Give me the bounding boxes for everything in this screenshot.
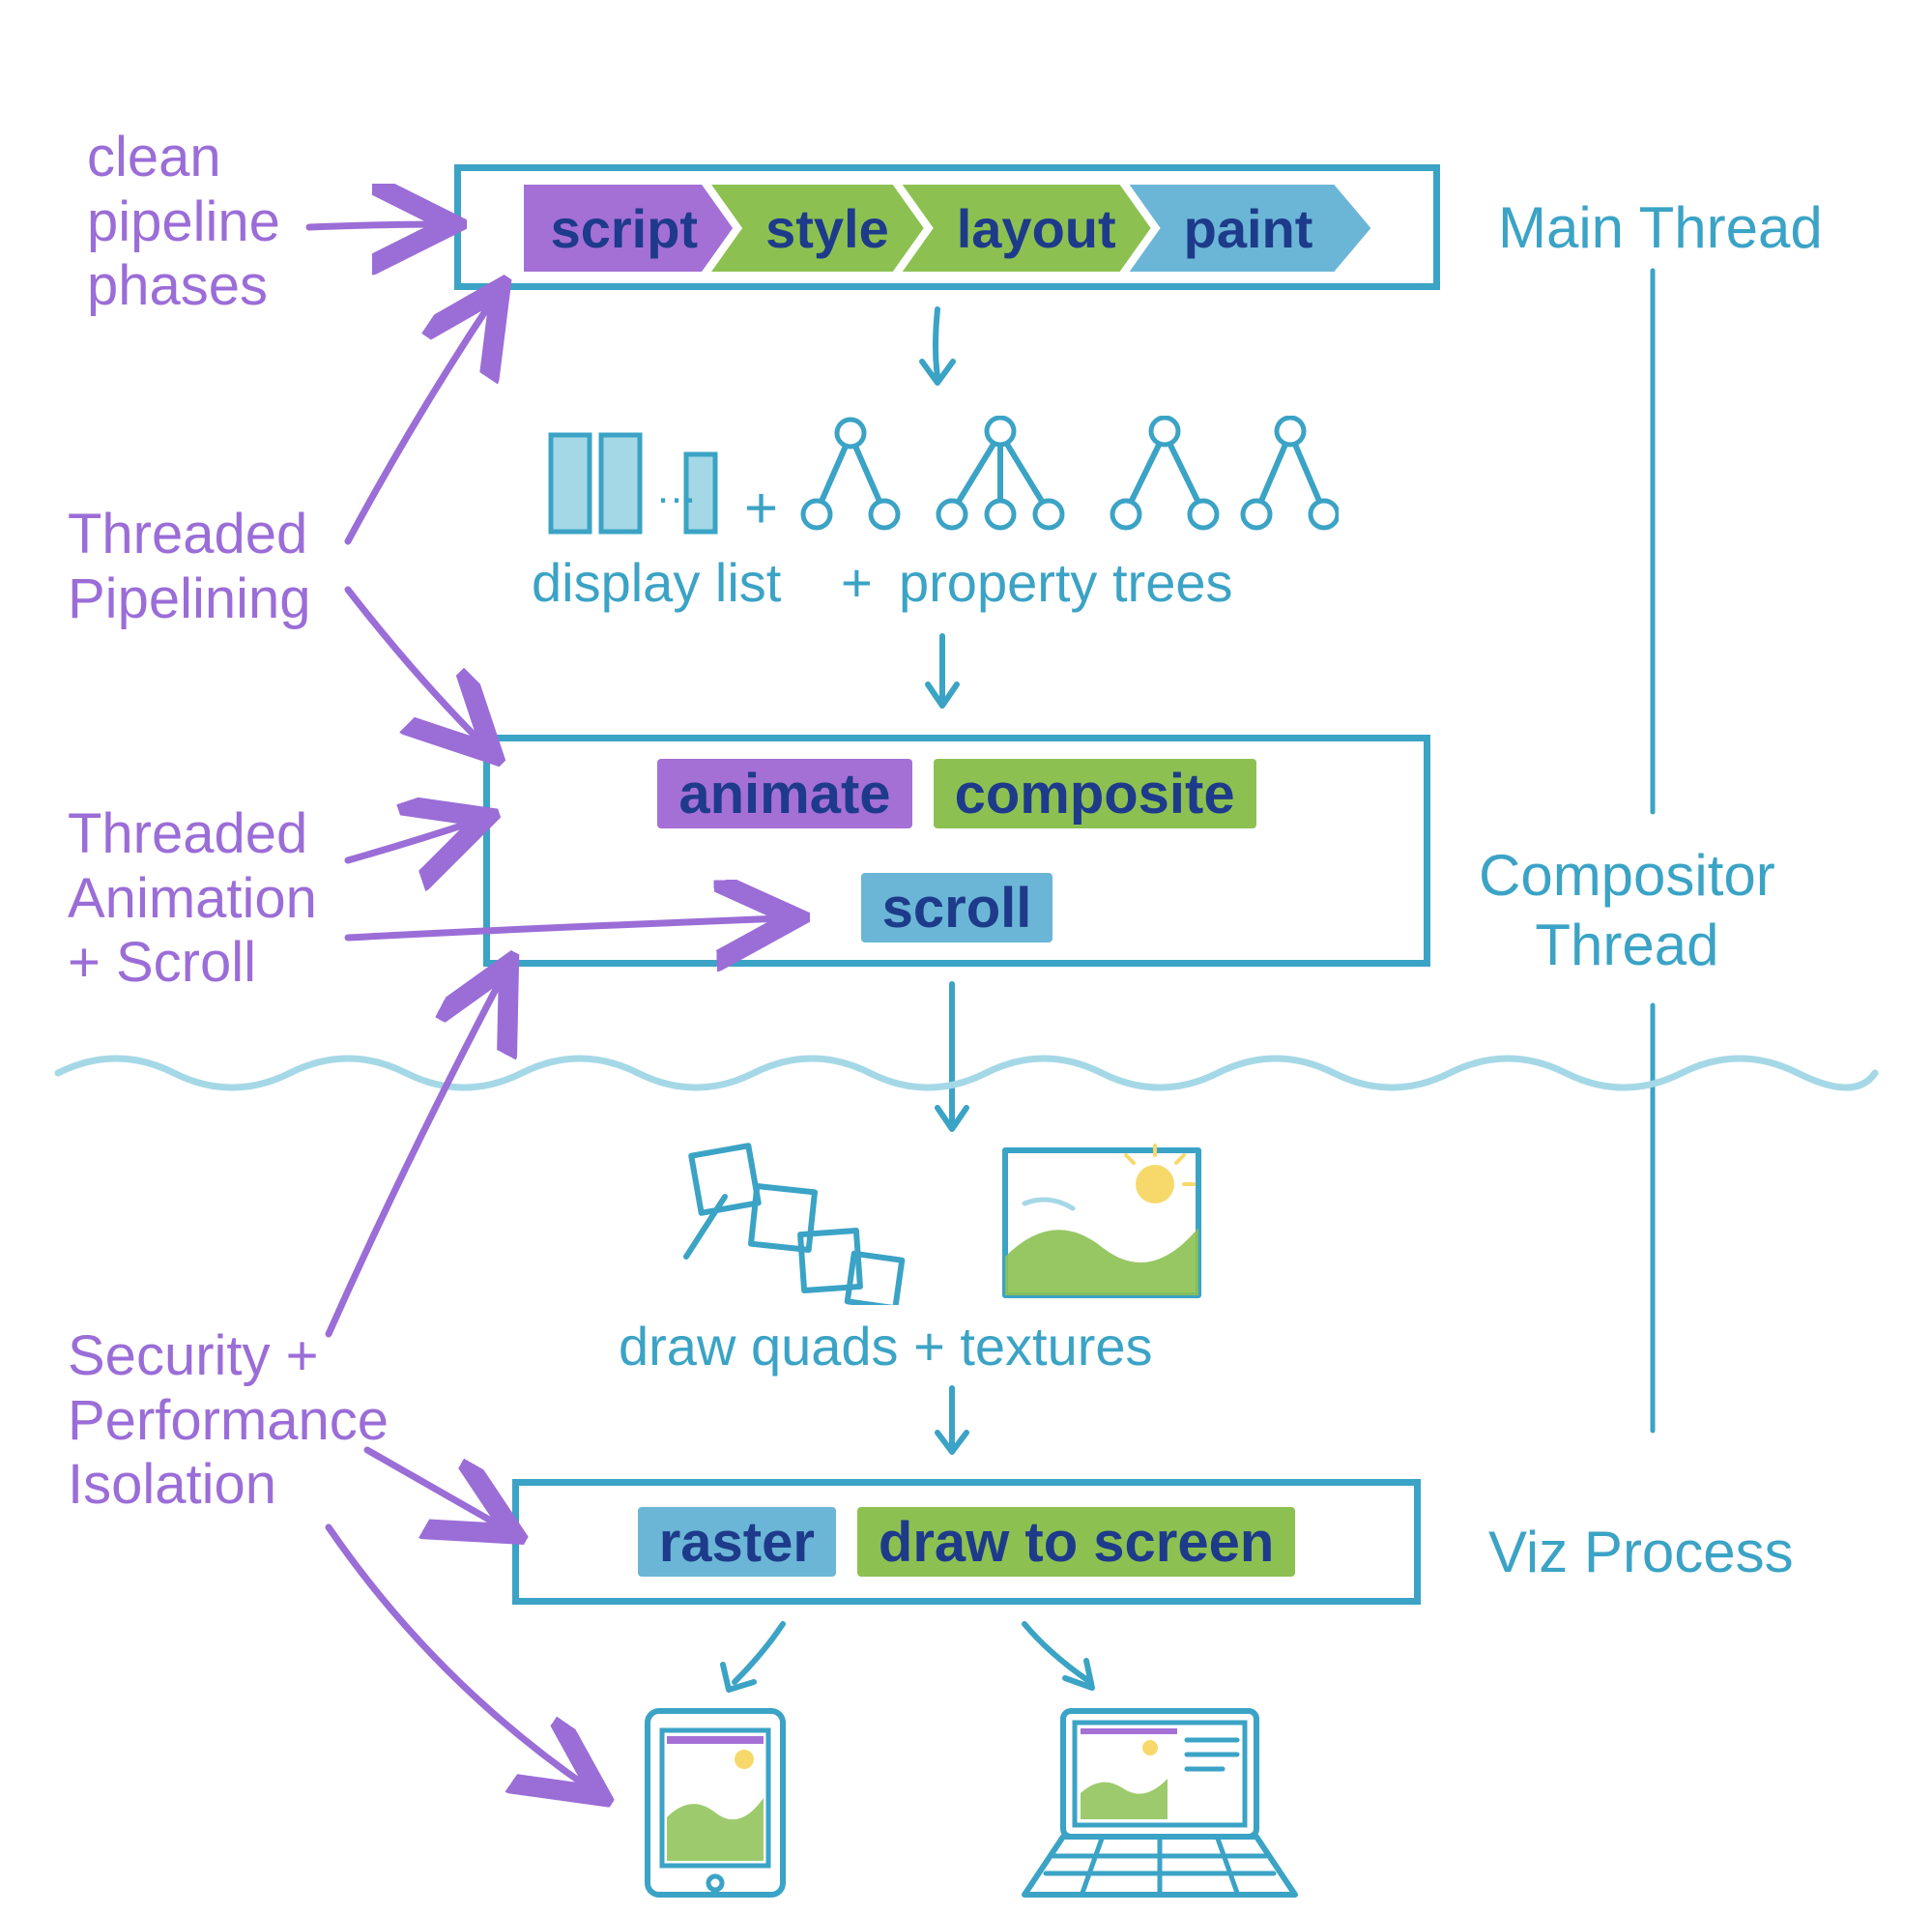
annotation-arrows (0, 0, 1932, 1906)
